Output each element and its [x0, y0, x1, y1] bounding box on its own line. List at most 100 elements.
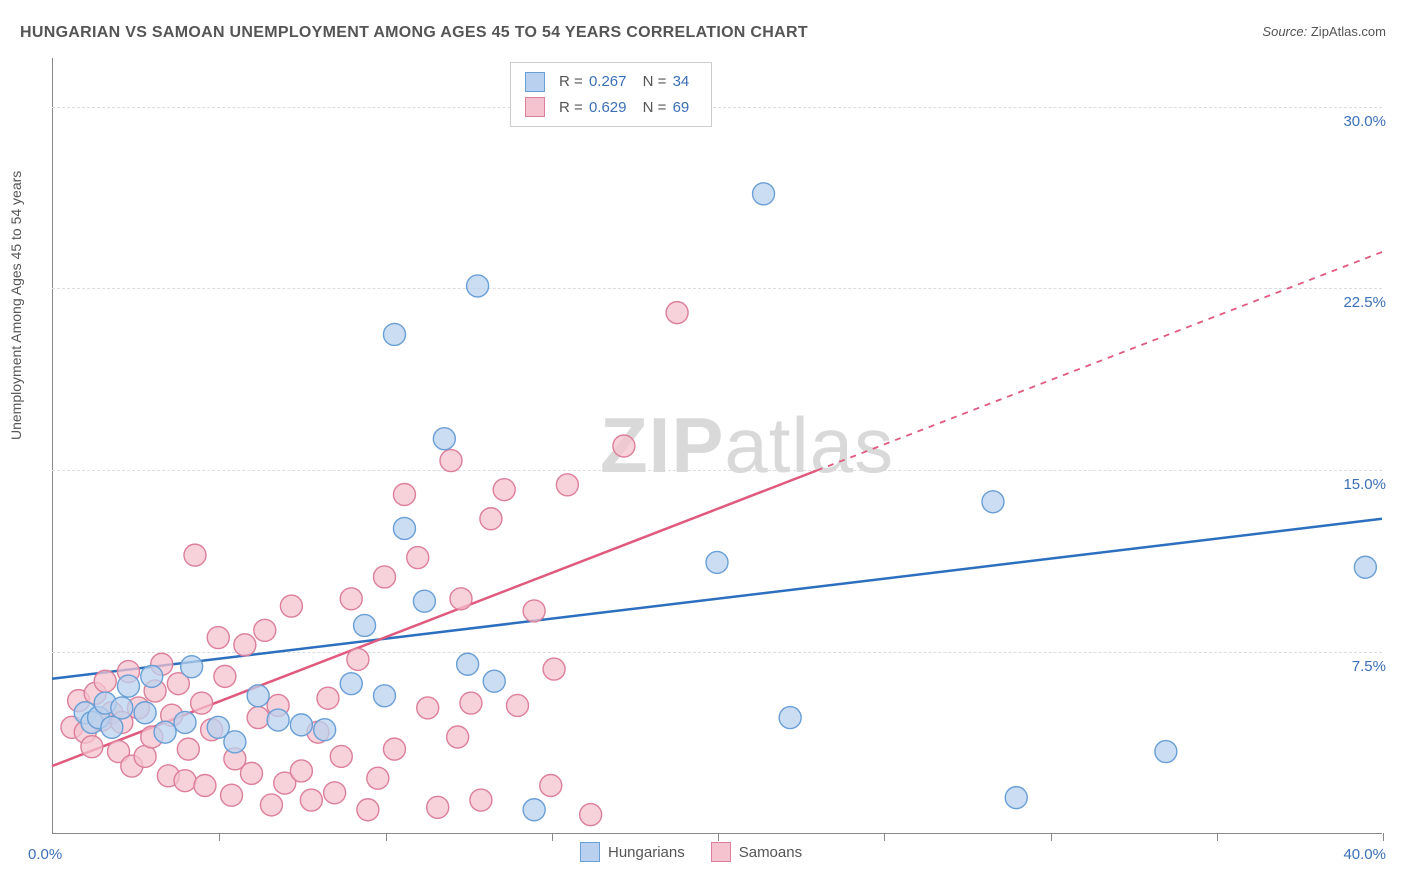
- scatter-point: [543, 658, 565, 680]
- scatter-point: [383, 738, 405, 760]
- scatter-point: [174, 711, 196, 733]
- scatter-point: [393, 484, 415, 506]
- scatter-point: [221, 784, 243, 806]
- r-value-hungarians: 0.267: [589, 73, 627, 90]
- x-tick: [718, 833, 719, 841]
- swatch-samoans: [525, 97, 545, 117]
- scatter-point: [134, 702, 156, 724]
- scatter-point: [480, 508, 502, 530]
- scatter-point: [417, 697, 439, 719]
- scatter-point: [540, 775, 562, 797]
- scatter-point: [483, 670, 505, 692]
- source-value: ZipAtlas.com: [1311, 24, 1386, 39]
- scatter-point: [247, 707, 269, 729]
- n-label: N =: [643, 99, 667, 116]
- scatter-point: [982, 491, 1004, 513]
- scatter-point: [374, 566, 396, 588]
- scatter-point: [354, 614, 376, 636]
- scatter-point: [1005, 787, 1027, 809]
- scatter-point: [556, 474, 578, 496]
- scatter-point: [324, 782, 346, 804]
- trend-line-dashed: [817, 252, 1382, 470]
- x-tick: [1217, 833, 1218, 841]
- legend-item-samoans: Samoans: [711, 842, 802, 862]
- x-tick: [219, 833, 220, 841]
- scatter-point: [507, 694, 529, 716]
- scatter-point: [493, 479, 515, 501]
- trend-line: [52, 519, 1382, 679]
- scatter-point: [214, 665, 236, 687]
- swatch-hungarians: [580, 842, 600, 862]
- x-tick: [884, 833, 885, 841]
- scatter-point: [247, 685, 269, 707]
- scatter-point: [460, 692, 482, 714]
- scatter-point: [413, 590, 435, 612]
- scatter-point: [613, 435, 635, 457]
- scatter-point: [207, 627, 229, 649]
- scatter-point: [523, 799, 545, 821]
- scatter-point: [470, 789, 492, 811]
- scatter-point: [290, 760, 312, 782]
- x-axis-origin-label: 0.0%: [28, 846, 62, 863]
- scatter-point: [134, 745, 156, 767]
- correlation-chart: HUNGARIAN VS SAMOAN UNEMPLOYMENT AMONG A…: [0, 0, 1406, 892]
- scatter-point: [407, 547, 429, 569]
- scatter-point: [101, 716, 123, 738]
- scatter-point: [1155, 741, 1177, 763]
- scatter-point: [347, 648, 369, 670]
- scatter-point: [194, 775, 216, 797]
- scatter-point: [290, 714, 312, 736]
- scatter-point: [367, 767, 389, 789]
- x-axis-max-label: 40.0%: [1343, 846, 1386, 863]
- scatter-point: [427, 796, 449, 818]
- r-label: R =: [559, 73, 583, 90]
- source-attribution: Source: ZipAtlas.com: [1262, 24, 1386, 39]
- scatter-point: [174, 770, 196, 792]
- stats-legend-box: R = 0.267 N = 34 R = 0.629 N = 69: [510, 62, 712, 127]
- scatter-point: [330, 745, 352, 767]
- scatter-point: [184, 544, 206, 566]
- scatter-point: [440, 450, 462, 472]
- scatter-point: [191, 692, 213, 714]
- scatter-point: [393, 517, 415, 539]
- r-label: R =: [559, 99, 583, 116]
- scatter-point: [111, 697, 133, 719]
- x-tick: [552, 833, 553, 841]
- scatter-point: [666, 302, 688, 324]
- scatter-point: [753, 183, 775, 205]
- scatter-point: [433, 428, 455, 450]
- scatter-point: [267, 709, 289, 731]
- legend-item-hungarians: Hungarians: [580, 842, 685, 862]
- scatter-point: [1354, 556, 1376, 578]
- scatter-point: [260, 794, 282, 816]
- scatter-point: [241, 762, 263, 784]
- scatter-point: [177, 738, 199, 760]
- scatter-point: [340, 588, 362, 610]
- bottom-legend: Hungarians Samoans: [580, 842, 802, 862]
- scatter-point: [340, 673, 362, 695]
- swatch-samoans: [711, 842, 731, 862]
- scatter-point: [280, 595, 302, 617]
- scatter-point: [234, 634, 256, 656]
- scatter-point: [357, 799, 379, 821]
- scatter-point: [117, 675, 139, 697]
- x-tick: [1383, 833, 1384, 841]
- scatter-point: [224, 731, 246, 753]
- scatter-point: [457, 653, 479, 675]
- scatter-point: [467, 275, 489, 297]
- y-axis-label: Unemployment Among Ages 45 to 54 years: [8, 171, 24, 440]
- legend-label-samoans: Samoans: [739, 844, 802, 861]
- stats-row-samoans: R = 0.629 N = 69: [525, 95, 697, 121]
- scatter-point: [580, 804, 602, 826]
- n-value-hungarians: 34: [673, 73, 690, 90]
- r-value-samoans: 0.629: [589, 99, 627, 116]
- scatter-point: [317, 687, 339, 709]
- scatter-point: [450, 588, 472, 610]
- scatter-point: [706, 551, 728, 573]
- chart-title: HUNGARIAN VS SAMOAN UNEMPLOYMENT AMONG A…: [20, 24, 808, 42]
- scatter-point: [300, 789, 322, 811]
- n-label: N =: [643, 73, 667, 90]
- scatter-point: [314, 719, 336, 741]
- x-tick: [1051, 833, 1052, 841]
- swatch-hungarians: [525, 72, 545, 92]
